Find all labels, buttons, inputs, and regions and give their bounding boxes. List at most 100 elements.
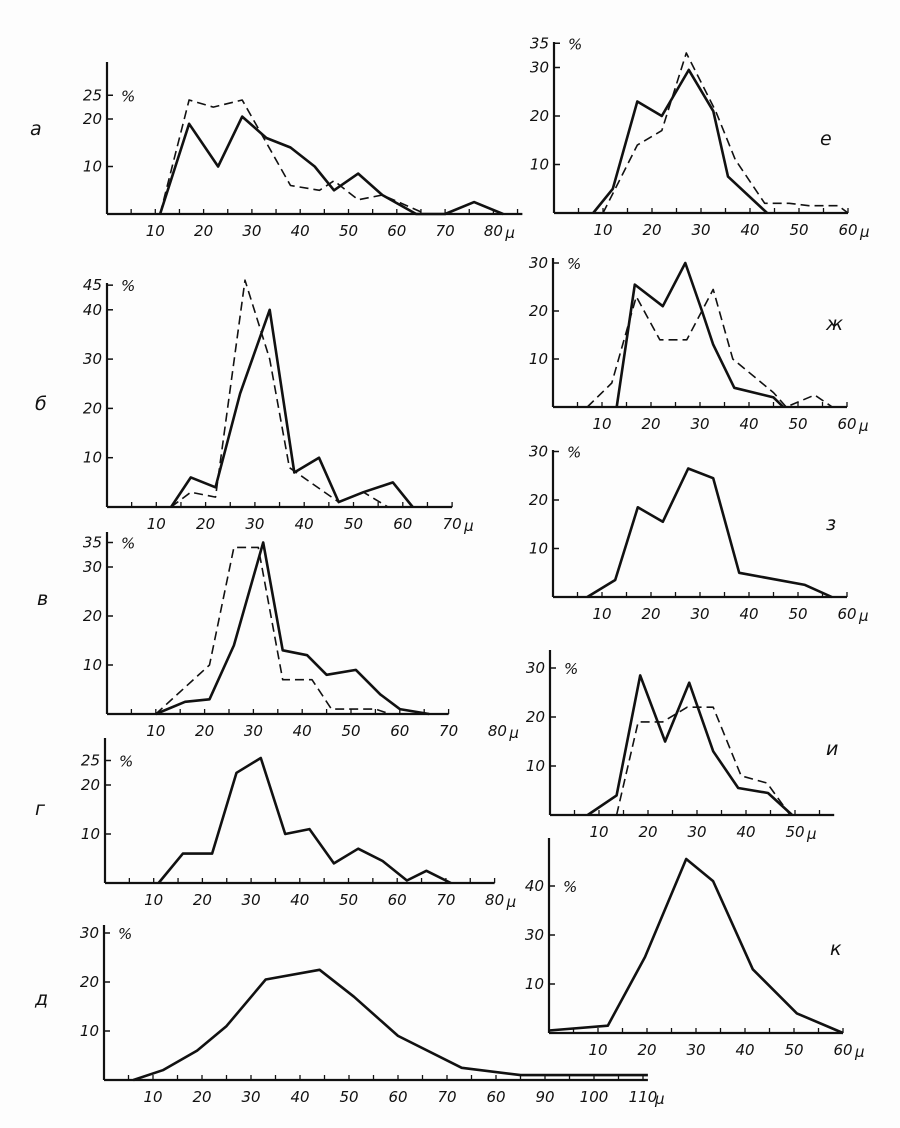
y-tick-label: 20	[83, 110, 102, 128]
y-tick-label: 10	[80, 1022, 99, 1040]
x-tick-label: 10	[592, 605, 611, 623]
y-tick-label: 25	[83, 86, 102, 104]
y-unit-label: %	[121, 87, 135, 105]
x-tick-label: 100	[580, 1088, 609, 1106]
y-tick-label: 30	[526, 659, 545, 677]
y-tick-label: 30	[80, 924, 99, 942]
y-tick-label: 30	[529, 443, 548, 461]
y-tick-label: 20	[530, 107, 549, 125]
panel-z: 10 20 30 40 50 60 μ 10 20 30 % з	[529, 443, 869, 626]
x-tick-label: 20	[195, 722, 214, 740]
panel-e: 10 20 30 40 50 60 μ 10 20 30 35 % е	[530, 34, 870, 241]
x-tick-label: 40	[735, 1041, 754, 1059]
panel-letter: к	[830, 938, 842, 960]
series-line-solid	[158, 115, 504, 216]
x-tick-label: 70	[443, 515, 462, 533]
x-tick-label: 20	[637, 1041, 656, 1059]
x-unit-label: μ	[508, 724, 519, 742]
panel-zh: 10 20 30 40 50 60 μ 10 20 30 % ж	[529, 254, 869, 435]
y-tick-label: 10	[83, 158, 102, 176]
y-tick-label: 10	[83, 656, 102, 674]
panel-letter: в	[37, 588, 48, 610]
y-unit-label: %	[567, 444, 581, 462]
series-line-solid	[592, 68, 768, 214]
x-tick-label: 30	[244, 722, 263, 740]
x-tick-label: 50	[339, 891, 358, 909]
x-tick-label: 10	[146, 722, 165, 740]
series-line-solid	[586, 674, 793, 817]
x-tick-label: 70	[436, 222, 455, 240]
y-tick-label: 20	[83, 399, 102, 417]
x-tick-label: 40	[740, 221, 759, 239]
x-tick-label: 50	[788, 605, 807, 623]
x-tick-label: 30	[242, 891, 261, 909]
series-line-solid	[155, 541, 430, 716]
x-tick-label: 10	[144, 891, 163, 909]
x-tick-label: 40	[295, 515, 314, 533]
x-unit-label: μ	[506, 893, 517, 911]
y-tick-label: 10	[529, 540, 548, 558]
y-tick-label: 35	[83, 534, 102, 552]
x-tick-label: 60	[388, 891, 407, 909]
x-unit-label: μ	[858, 607, 869, 625]
x-tick-label: 30	[690, 415, 709, 433]
x-tick-label: 60	[390, 722, 409, 740]
x-unit-label: μ	[463, 517, 474, 535]
x-tick-label: 60	[393, 515, 412, 533]
x-tick-label: 70	[439, 722, 458, 740]
x-tick-label: 20	[192, 1088, 211, 1106]
x-tick-label: 40	[291, 222, 310, 240]
x-tick-label: 50	[339, 1088, 358, 1106]
x-tick-label: 20	[193, 891, 212, 909]
x-tick-label: 10	[143, 1088, 162, 1106]
y-tick-label: 45	[83, 276, 102, 294]
y-tick-label: 10	[81, 825, 100, 843]
series-line-dashed	[615, 706, 791, 816]
x-tick-label: 70	[437, 1088, 456, 1106]
x-tick-label: 10	[588, 1041, 607, 1059]
panel-g: 10 20 30 40 50 60 70 80 μ 10 20 25 % г	[35, 738, 516, 911]
x-tick-label: 50	[789, 221, 808, 239]
series-line-dashed	[602, 52, 849, 214]
y-unit-label: %	[563, 878, 577, 896]
panel-letter: е	[820, 128, 832, 150]
x-tick-label: 60	[833, 1041, 852, 1059]
y-tick-label: 25	[81, 752, 100, 770]
panel-i: 10 20 30 40 50 μ 10 20 30 % и	[526, 650, 838, 843]
x-tick-label: 40	[736, 823, 755, 841]
x-tick-label: 60	[387, 222, 406, 240]
x-tick-label: 20	[641, 605, 660, 623]
series-line-dashed	[586, 288, 833, 408]
y-tick-label: 30	[525, 926, 544, 944]
x-tick-label: 50	[339, 222, 358, 240]
panel-letter: б	[35, 393, 47, 415]
series-line-solid	[157, 756, 452, 885]
y-unit-label: %	[121, 535, 135, 553]
series-line-solid	[170, 308, 414, 508]
x-tick-label: 20	[641, 415, 660, 433]
y-tick-label: 30	[530, 59, 549, 77]
x-tick-label: 30	[245, 515, 264, 533]
x-tick-label: 50	[344, 515, 363, 533]
x-tick-label: 80	[485, 891, 504, 909]
x-tick-label: 50	[784, 1041, 803, 1059]
y-unit-label: %	[119, 753, 133, 771]
panel-k: 10 20 30 40 50 60 μ 10 30 40 % к	[525, 838, 865, 1061]
x-tick-label: 60	[837, 415, 856, 433]
x-unit-label: μ	[504, 224, 515, 242]
y-unit-label: %	[118, 925, 132, 943]
y-tick-label: 20	[81, 776, 100, 794]
y-unit-label: %	[568, 35, 582, 53]
panel-letter: з	[826, 513, 836, 535]
y-tick-label: 10	[525, 975, 544, 993]
y-tick-label: 30	[529, 254, 548, 272]
x-tick-label: 10	[146, 222, 165, 240]
x-tick-label: 10	[589, 823, 608, 841]
x-unit-label: μ	[854, 1043, 865, 1061]
x-unit-label: μ	[858, 417, 869, 435]
x-tick-label: 40	[290, 891, 309, 909]
y-tick-label: 10	[529, 350, 548, 368]
panel-letter: г	[35, 798, 46, 820]
y-tick-label: 10	[526, 757, 545, 775]
x-tick-label: 90	[535, 1088, 554, 1106]
